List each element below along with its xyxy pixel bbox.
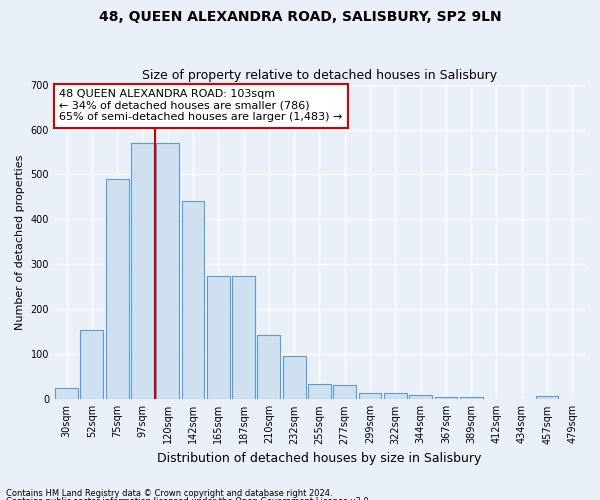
Bar <box>409 395 432 400</box>
Bar <box>157 143 179 400</box>
Bar <box>207 276 230 400</box>
Text: Contains public sector information licensed under the Open Government Licence v3: Contains public sector information licen… <box>6 497 371 500</box>
Bar <box>384 392 407 400</box>
X-axis label: Distribution of detached houses by size in Salisbury: Distribution of detached houses by size … <box>157 452 482 465</box>
Title: Size of property relative to detached houses in Salisbury: Size of property relative to detached ho… <box>142 69 497 82</box>
Text: 48 QUEEN ALEXANDRA ROAD: 103sqm
← 34% of detached houses are smaller (786)
65% o: 48 QUEEN ALEXANDRA ROAD: 103sqm ← 34% of… <box>59 90 343 122</box>
Bar <box>460 397 482 400</box>
Bar <box>283 356 305 400</box>
Bar <box>131 143 154 400</box>
Y-axis label: Number of detached properties: Number of detached properties <box>15 154 25 330</box>
Text: 48, QUEEN ALEXANDRA ROAD, SALISBURY, SP2 9LN: 48, QUEEN ALEXANDRA ROAD, SALISBURY, SP2… <box>98 10 502 24</box>
Bar <box>106 179 128 400</box>
Bar <box>80 330 103 400</box>
Text: Contains HM Land Registry data © Crown copyright and database right 2024.: Contains HM Land Registry data © Crown c… <box>6 488 332 498</box>
Bar <box>257 335 280 400</box>
Bar <box>359 392 382 400</box>
Bar <box>536 396 559 400</box>
Bar <box>232 276 255 400</box>
Bar <box>182 202 205 400</box>
Bar <box>434 397 457 400</box>
Bar <box>55 388 78 400</box>
Bar <box>334 385 356 400</box>
Bar <box>308 384 331 400</box>
